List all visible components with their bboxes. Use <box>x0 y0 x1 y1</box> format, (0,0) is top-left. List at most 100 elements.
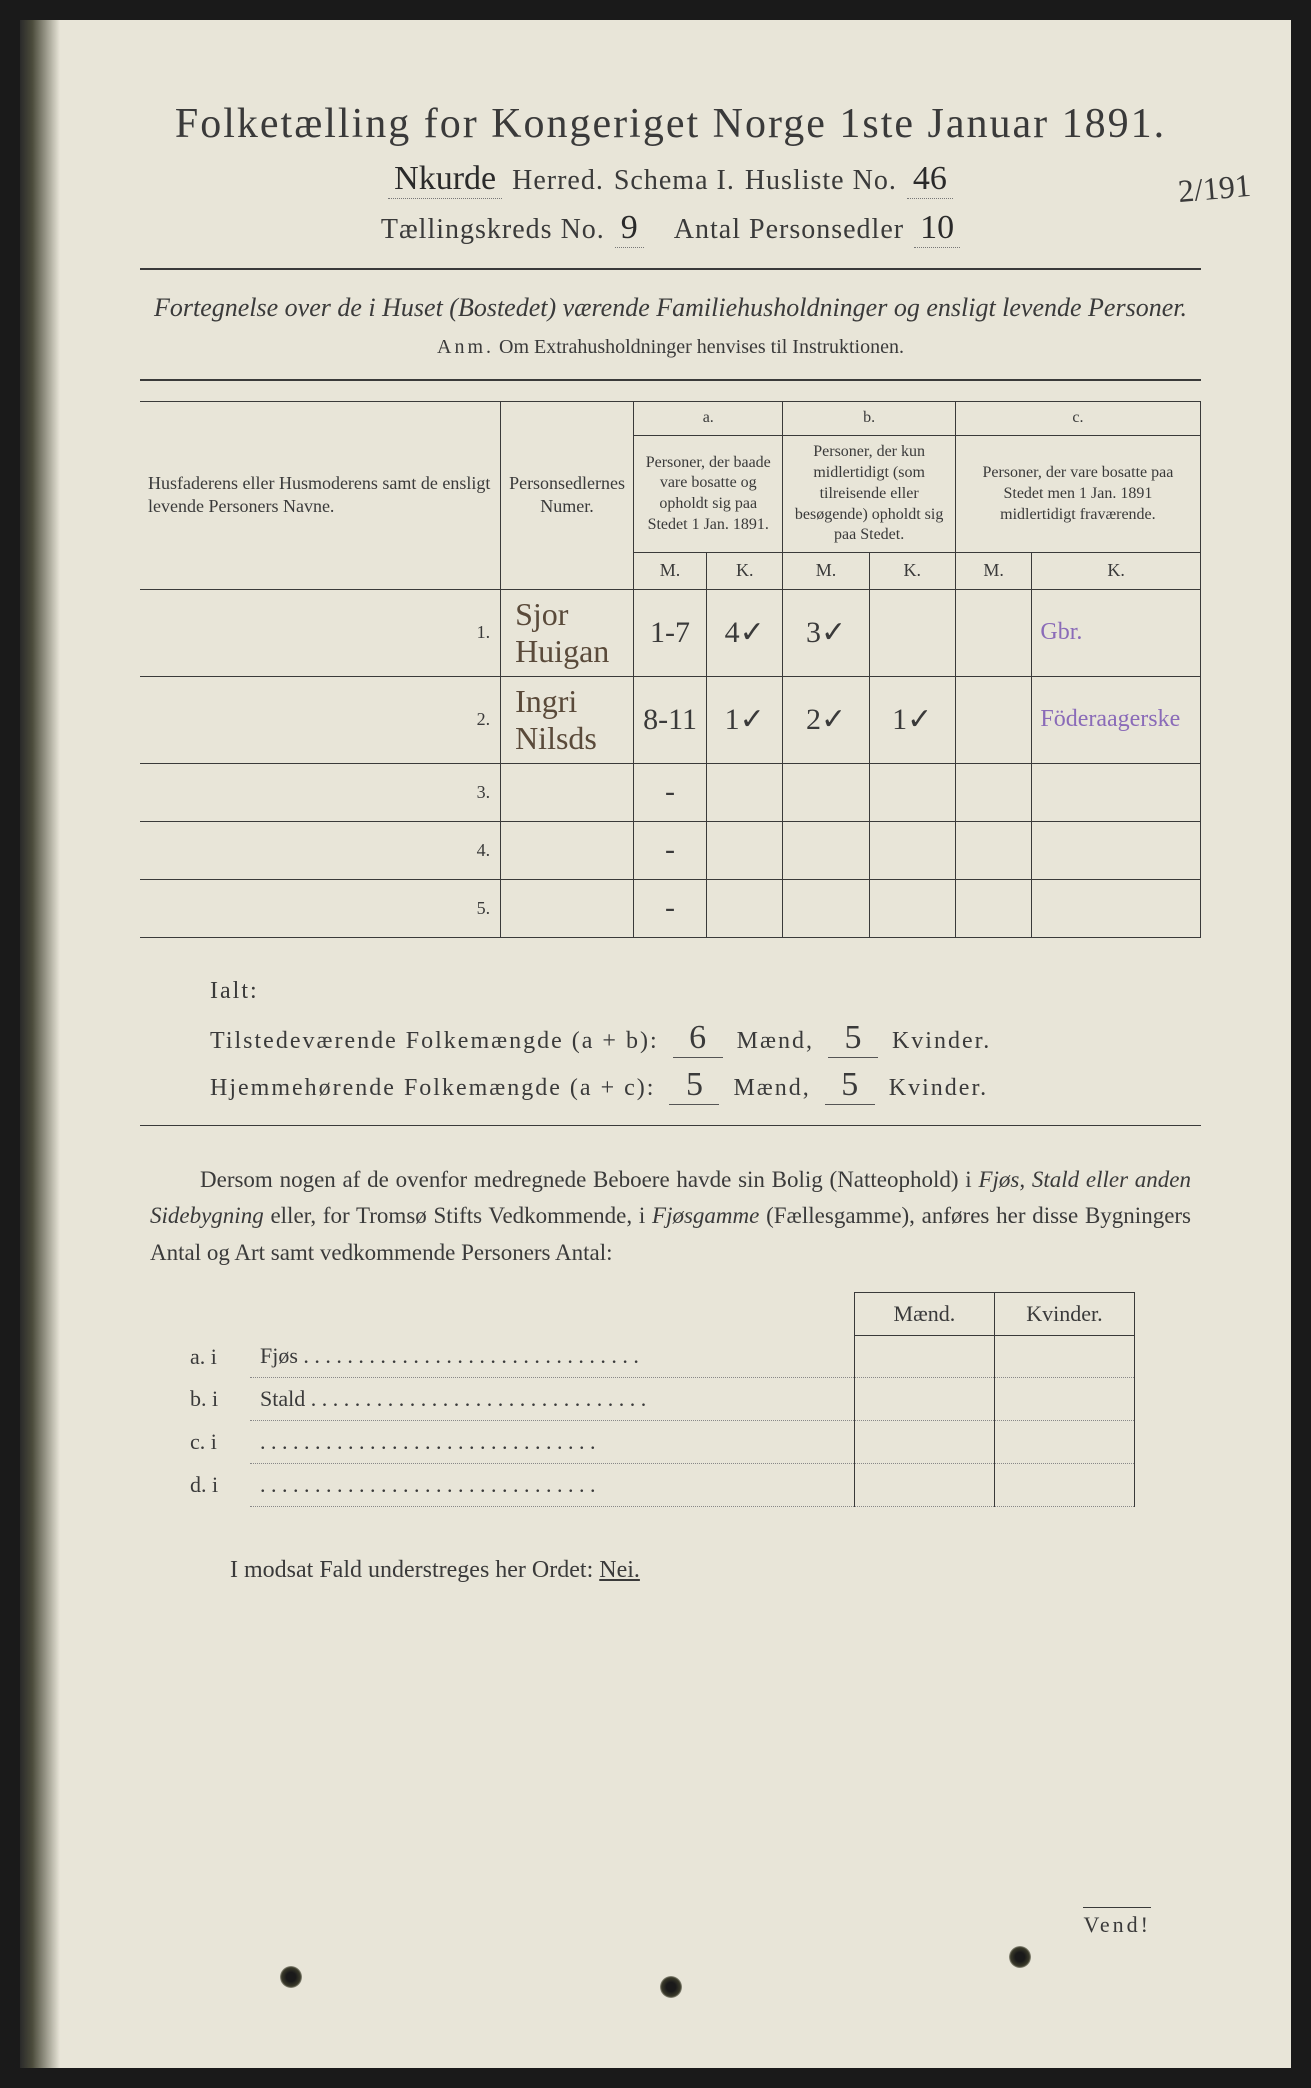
col-b-k: K. <box>869 553 955 589</box>
row-note <box>1032 879 1201 937</box>
census-form-page: Folketælling for Kongeriget Norge 1ste J… <box>20 20 1291 2068</box>
col-b-m: M. <box>783 553 869 589</box>
schema-label: Schema I. <box>614 165 735 197</box>
row-num: 5. <box>140 879 501 937</box>
census-table: Husfaderens eller Husmoderens samt de en… <box>140 401 1201 937</box>
row-note: Gbr. <box>1032 589 1201 676</box>
row-name <box>501 821 634 879</box>
row-personsedler: - <box>634 821 707 879</box>
table-row: 5. - <box>140 879 1201 937</box>
para-t2: eller, for Tromsø Stifts Vedkommende, i <box>270 1203 652 1228</box>
col-header-name: Husfaderens eller Husmoderens samt de en… <box>140 402 501 589</box>
herred-label: Herred. <box>512 165 604 197</box>
divider-table-top <box>140 379 1201 381</box>
bldg-header-m: Mænd. <box>854 1292 994 1335</box>
bldg-row: d. i . . . . . . . . . . . . . . . . . .… <box>180 1464 1134 1507</box>
col-group-c-label: c. <box>955 402 1200 436</box>
col-group-b: Personer, der kun midlertidigt (som tilr… <box>783 436 955 553</box>
form-subtitle: Fortegnelse over de i Huset (Bostedet) v… <box>140 290 1201 326</box>
binding-shadow <box>20 20 60 2068</box>
row-a-k: 2✓ <box>783 676 869 763</box>
bldg-row-label: a. i <box>180 1335 250 1378</box>
row-a-m <box>707 763 783 821</box>
bldg-row-m <box>854 1421 994 1464</box>
divider-top <box>140 268 1201 270</box>
bldg-row-label: d. i <box>180 1464 250 1507</box>
col-group-a: Personer, der baade vare bosatte og opho… <box>634 436 783 553</box>
building-paragraph: Dersom nogen af de ovenfor medregnede Be… <box>150 1162 1191 1272</box>
bldg-row-name: . . . . . . . . . . . . . . . . . . . . … <box>250 1421 854 1464</box>
husliste-value: 46 <box>907 160 953 199</box>
row-note <box>1032 763 1201 821</box>
building-table: Mænd. Kvinder. a. iFjøs . . . . . . . . … <box>180 1292 1135 1508</box>
ialt-label: Ialt: <box>210 978 1201 1005</box>
para-i2: Fjøsgamme <box>652 1203 759 1228</box>
table-row: 3.- <box>140 763 1201 821</box>
row-name: Ingri Nilsds <box>501 676 634 763</box>
present-k: 5 <box>828 1019 878 1058</box>
row-num: 2. <box>140 676 501 763</box>
nei-word: Nei. <box>599 1557 640 1583</box>
row-b-k <box>955 676 1032 763</box>
bldg-row-m <box>854 1335 994 1378</box>
bldg-header-k: Kvinder. <box>994 1292 1134 1335</box>
row-a-m: 4✓ <box>707 589 783 676</box>
col-group-c: Personer, der vare bosatte paa Stedet me… <box>955 436 1200 553</box>
row-personsedler: 1-7 <box>634 589 707 676</box>
kreds-label: Tællingskreds No. <box>381 214 605 246</box>
row-a-k <box>783 879 869 937</box>
page-title: Folketælling for Kongeriget Norge 1ste J… <box>140 100 1201 148</box>
row-a-m: 1✓ <box>707 676 783 763</box>
row-num: 1. <box>140 589 501 676</box>
nei-line: I modsat Fald understreges her Ordet: Ne… <box>230 1557 1201 1584</box>
row-a-k: 3✓ <box>783 589 869 676</box>
margin-annotation: 2/191 <box>1177 167 1253 210</box>
row-note: Föderaagerske <box>1032 676 1201 763</box>
divider-mid <box>140 1125 1201 1126</box>
row-b-k <box>955 589 1032 676</box>
row-b-k <box>955 763 1032 821</box>
row-personsedler: 8-11 <box>634 676 707 763</box>
anm-text: Om Extrahusholdninger henvises til Instr… <box>499 336 904 358</box>
antal-value: 10 <box>914 209 960 248</box>
row-b-m: 1✓ <box>869 676 955 763</box>
bldg-row: b. iStald . . . . . . . . . . . . . . . … <box>180 1378 1134 1421</box>
col-c-k: K. <box>1032 553 1201 589</box>
present-m: 6 <box>673 1019 723 1058</box>
col-group-a-label: a. <box>634 402 783 436</box>
resident-k: 5 <box>825 1066 875 1105</box>
col-group-b-label: b. <box>783 402 955 436</box>
bldg-row-name: . . . . . . . . . . . . . . . . . . . . … <box>250 1464 854 1507</box>
bldg-row: c. i . . . . . . . . . . . . . . . . . .… <box>180 1421 1134 1464</box>
row-b-m <box>869 763 955 821</box>
vend-label: Vend! <box>1083 1907 1151 1938</box>
col-c-m: M. <box>955 553 1032 589</box>
bldg-row-m <box>854 1378 994 1421</box>
row-name: Sjor Huigan <box>501 589 634 676</box>
kvinder-1: Kvinder. <box>892 1028 991 1055</box>
row-name <box>501 763 634 821</box>
para-t1: Dersom nogen af de ovenfor medregnede Be… <box>200 1167 978 1192</box>
maend-2: Mænd, <box>733 1075 810 1102</box>
header-row-1: Nkurde Herred. Schema I. Husliste No. 46 <box>140 160 1201 199</box>
nei-text: I modsat Fald understreges her Ordet: <box>230 1557 593 1583</box>
row-b-m <box>869 879 955 937</box>
row-num: 4. <box>140 821 501 879</box>
row-a-k <box>783 763 869 821</box>
bldg-row-k <box>994 1335 1134 1378</box>
row-note <box>1032 821 1201 879</box>
table-row: 2.Ingri Nilsds8-111✓2✓1✓Föderaagerske <box>140 676 1201 763</box>
anm-note: Anm. Om Extrahusholdninger henvises til … <box>140 336 1201 359</box>
col-a-m: M. <box>634 553 707 589</box>
totals-block: Ialt: Tilstedeværende Folkemængde (a + b… <box>210 978 1201 1105</box>
resident-label: Hjemmehørende Folkemængde (a + c): <box>210 1075 655 1102</box>
bldg-row-k <box>994 1421 1134 1464</box>
row-personsedler: - <box>634 879 707 937</box>
table-row: 1.Sjor Huigan1-74✓3✓ Gbr. <box>140 589 1201 676</box>
bldg-row-label: b. i <box>180 1378 250 1421</box>
header-row-2: Tællingskreds No. 9 Antal Personsedler 1… <box>140 209 1201 248</box>
row-b-m <box>869 821 955 879</box>
row-b-m <box>869 589 955 676</box>
bldg-row-m <box>854 1464 994 1507</box>
bldg-row-k <box>994 1464 1134 1507</box>
